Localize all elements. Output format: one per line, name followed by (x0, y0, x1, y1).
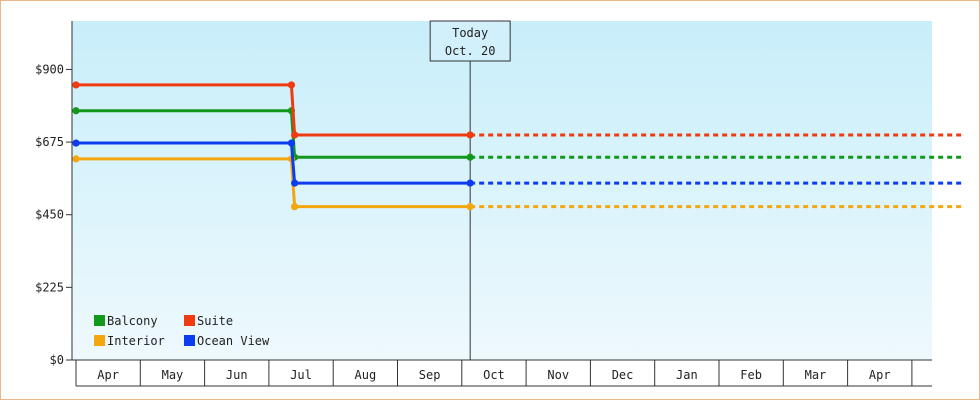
legend-label-suite: Suite (197, 314, 233, 328)
x-tick-label: Apr (869, 368, 891, 382)
x-tick-label: Nov (547, 368, 569, 382)
data-point-ocean-view (287, 139, 296, 147)
data-point-ocean-view (291, 179, 299, 187)
y-tick-label: $450 (35, 208, 64, 222)
series-line-suite (76, 83, 471, 137)
series-group (72, 81, 962, 211)
data-point-suite (72, 81, 80, 89)
y-tick-label: $675 (35, 135, 64, 149)
x-tick-label: Jul (290, 368, 312, 382)
data-point-suite (287, 81, 296, 89)
data-point-interior (72, 155, 80, 163)
x-tick-label: Mar (805, 368, 827, 382)
legend-swatch-ocean-view (184, 335, 195, 346)
x-tick-label: May (162, 368, 184, 382)
legend-label-interior: Interior (107, 334, 165, 348)
plot-background (72, 21, 932, 360)
today-date-label: Oct. 20 (445, 44, 496, 58)
legend-label-balcony: Balcony (107, 314, 158, 328)
legend-swatch-suite (184, 315, 195, 326)
y-tick-label: $225 (35, 280, 64, 294)
x-tick-label: Aug (355, 368, 377, 382)
legend-label-ocean-view: Ocean View (197, 334, 270, 348)
today-marker: Today Oct. 20 (429, 20, 511, 360)
today-label: Today (452, 26, 488, 40)
x-tick-label: Feb (740, 368, 762, 382)
legend: Balcony Suite Interior Ocean View (94, 314, 270, 348)
x-tick-label: Oct (483, 368, 505, 382)
y-axis: $0 $225 $450 $675 $900 (35, 21, 73, 367)
series-line-ocean-view (76, 141, 471, 185)
legend-swatch-balcony (94, 315, 105, 326)
x-tick-label: Jan (676, 368, 698, 382)
today-label-box (429, 20, 511, 62)
data-point-ocean-view (72, 139, 80, 147)
legend-swatch-interior (94, 335, 105, 346)
x-tick-label: Sep (419, 368, 441, 382)
y-tick-label: $900 (35, 62, 64, 76)
x-tick-label: Dec (612, 368, 634, 382)
data-point-suite (291, 131, 299, 139)
data-point-interior (291, 203, 299, 211)
x-tick-label: Jun (226, 368, 248, 382)
x-axis: Apr May Jun Jul Aug Sep Oct Nov Dec Jan Feb Mar Apr (72, 359, 932, 387)
x-tick-label: Apr (97, 368, 119, 382)
y-tick-label: $0 (50, 353, 64, 367)
data-point-balcony (72, 107, 80, 115)
